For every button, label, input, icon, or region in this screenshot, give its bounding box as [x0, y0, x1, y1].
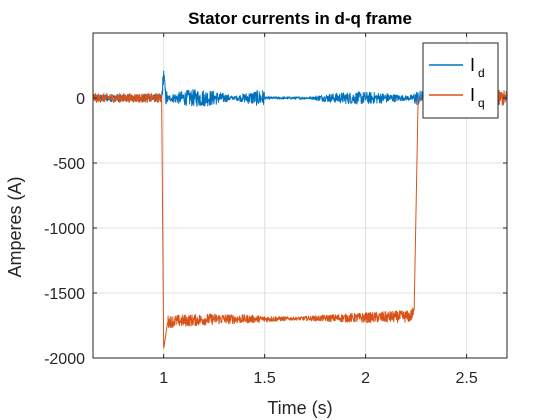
y-axis-label: Amperes (A): [5, 176, 25, 277]
chart-title: Stator currents in d-q frame: [188, 9, 412, 28]
legend-label: I: [470, 85, 475, 105]
x-tick-label: 2: [361, 370, 370, 387]
x-axis-label: Time (s): [267, 398, 332, 418]
tick-marks: [93, 33, 507, 359]
legend-subscript: d: [478, 66, 485, 80]
x-tick-label: 1: [159, 370, 168, 387]
axes-frame: [92, 32, 508, 359]
y-tick-label: -2000: [44, 351, 85, 368]
x-tick-label: 2.5: [455, 370, 477, 387]
y-tick-label: 0: [76, 91, 85, 108]
legend-label: I: [470, 55, 475, 75]
legend-box: [422, 42, 499, 119]
legend-subscript: q: [478, 96, 485, 110]
tick-labels: 1 1.5 2 2.5 0 -500 -1000 -1500 -2000: [44, 91, 478, 387]
y-tick-label: -1500: [44, 286, 85, 303]
y-tick-label: -1000: [44, 221, 85, 238]
x-tick-label: 1.5: [254, 370, 276, 387]
y-tick-label: -500: [53, 156, 85, 173]
